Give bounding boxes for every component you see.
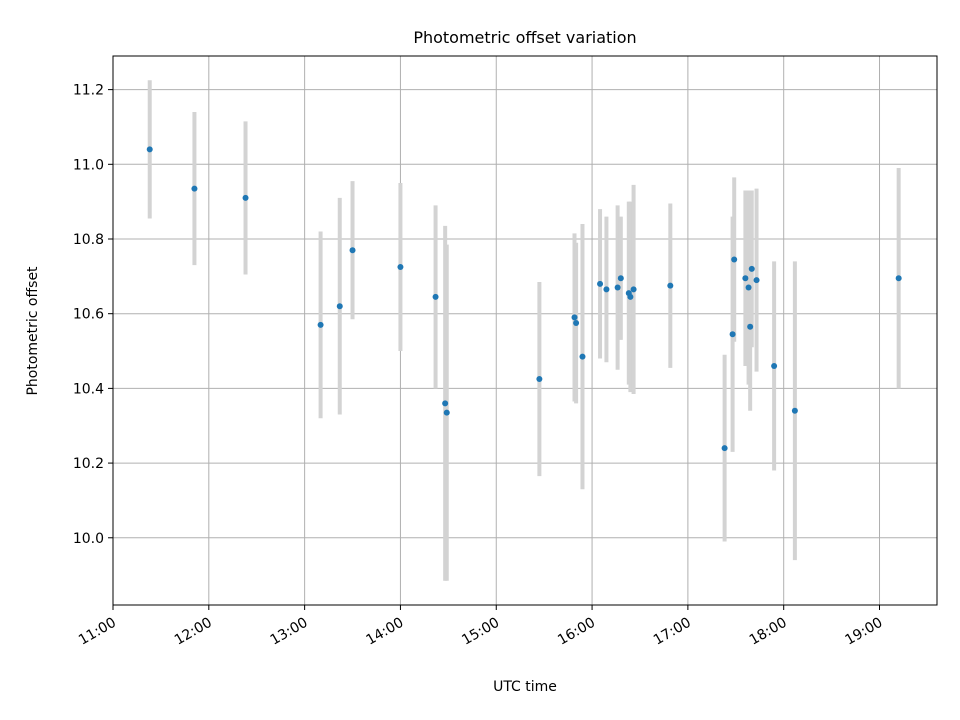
y-tick-label: 10.0 — [73, 531, 104, 547]
data-point — [597, 280, 604, 287]
data-point — [191, 185, 198, 192]
y-tick-label: 11.0 — [73, 157, 104, 173]
data-point — [317, 321, 324, 328]
data-point — [617, 275, 624, 282]
x-tick-label: 17:00 — [651, 615, 694, 649]
y-axis-label: Photometric offset — [25, 266, 41, 396]
chart-title: Photometric offset variation — [413, 28, 636, 47]
x-axis-label: UTC time — [493, 679, 557, 695]
data-point — [242, 194, 249, 201]
data-point — [571, 314, 578, 321]
data-point — [146, 146, 153, 153]
x-tick-label: 15:00 — [459, 615, 502, 649]
data-point — [573, 320, 580, 327]
data-point — [753, 277, 760, 284]
data-point — [630, 286, 637, 293]
data-point — [747, 323, 754, 330]
data-point — [748, 265, 755, 272]
data-points — [146, 146, 902, 452]
x-tick-label: 16:00 — [555, 615, 598, 649]
y-tick-label: 10.2 — [73, 456, 104, 472]
data-point — [349, 247, 356, 254]
x-tick-label: 19:00 — [843, 615, 886, 649]
data-point — [721, 445, 728, 452]
data-point — [895, 275, 902, 282]
data-point — [627, 293, 634, 300]
grid-lines — [112, 56, 937, 605]
data-point — [791, 407, 798, 414]
data-point — [397, 264, 404, 271]
data-point — [603, 286, 610, 293]
y-axis-ticks: 10.0 10.2 10.4 10.6 10.8 11.0 11.2 — [73, 83, 113, 547]
data-point — [442, 400, 449, 407]
data-point — [579, 353, 586, 360]
data-point — [731, 256, 738, 263]
data-point — [729, 331, 736, 338]
data-point — [771, 362, 778, 369]
plot-frame — [112, 55, 938, 606]
data-point — [614, 284, 621, 291]
data-point — [536, 376, 543, 383]
data-point — [443, 409, 450, 416]
x-tick-label: 12:00 — [172, 615, 215, 649]
data-point — [745, 284, 752, 291]
x-tick-label: 13:00 — [268, 615, 311, 649]
x-tick-label: 18:00 — [747, 615, 790, 649]
plot-background — [113, 56, 937, 605]
data-point — [336, 303, 343, 310]
x-tick-label: 11:00 — [76, 615, 119, 649]
y-tick-label: 10.6 — [73, 307, 104, 323]
y-tick-label: 10.4 — [73, 381, 104, 397]
x-axis-ticks: 11:00 12:00 13:00 14:00 15:00 16:00 17:00 18:00… — [76, 605, 886, 649]
data-point — [742, 275, 749, 282]
data-point — [667, 282, 674, 289]
x-tick-label: 14:00 — [363, 615, 406, 649]
y-tick-label: 10.8 — [73, 232, 104, 248]
data-point — [432, 293, 439, 300]
y-tick-label: 11.2 — [73, 83, 104, 99]
